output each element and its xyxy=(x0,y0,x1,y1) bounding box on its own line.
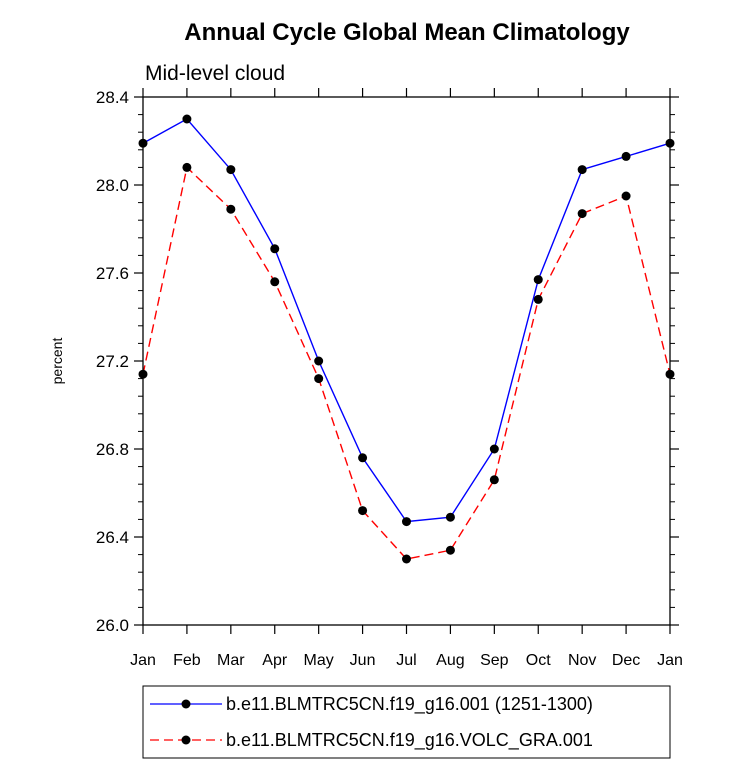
data-point xyxy=(577,165,587,175)
data-point xyxy=(182,114,192,124)
y-tick-label: 26.4 xyxy=(96,528,129,547)
plot-series xyxy=(138,114,675,564)
x-tick-labels: Jan Feb Mar Apr May Jun Jul Aug Sep Oct Nov Dec Jan xyxy=(130,652,683,669)
data-point xyxy=(577,209,587,219)
x-tick-label: Jul xyxy=(396,652,416,669)
y-tick-label: 26.8 xyxy=(96,440,129,459)
legend-entry-1: b.e11.BLMTRC5CN.f19_g16.001 (1251-1300) xyxy=(150,694,593,715)
data-point xyxy=(182,162,192,172)
y-tick-labels: 26.0 26.4 26.8 27.2 27.6 28.0 28.4 xyxy=(96,88,129,635)
x-tick-label: May xyxy=(304,652,334,669)
y-axis-label: percent xyxy=(49,338,65,385)
legend-marker-1 xyxy=(181,699,191,709)
data-point xyxy=(270,277,280,287)
legend-label-1: b.e11.BLMTRC5CN.f19_g16.001 (1251-1300) xyxy=(226,694,593,715)
legend: b.e11.BLMTRC5CN.f19_g16.001 (1251-1300) … xyxy=(142,685,671,759)
series-line-1 xyxy=(142,118,671,523)
data-point xyxy=(533,294,543,304)
chart-subtitle: Mid-level cloud xyxy=(145,62,285,85)
x-tick-label: Mar xyxy=(217,652,245,669)
data-point xyxy=(533,275,543,285)
data-point xyxy=(314,374,324,384)
x-tick-label: Nov xyxy=(568,652,596,669)
x-tick-label: Jan xyxy=(657,652,683,669)
data-point xyxy=(402,517,411,527)
chart-title: Annual Cycle Global Mean Climatology xyxy=(184,19,630,46)
data-point xyxy=(621,191,631,201)
data-point xyxy=(445,512,455,522)
legend-box xyxy=(142,685,671,759)
y-tick-label: 27.2 xyxy=(96,352,129,371)
data-point xyxy=(226,165,236,175)
legend-label-2: b.e11.BLMTRC5CN.f19_g16.VOLC_GRA.001 xyxy=(226,730,593,751)
y-tick-label: 28.0 xyxy=(96,176,129,195)
data-point xyxy=(226,204,236,214)
series-line-2 xyxy=(142,166,671,560)
tick-marks xyxy=(134,88,679,634)
data-point xyxy=(358,453,368,463)
x-tick-label: Apr xyxy=(262,652,288,669)
data-point xyxy=(358,506,368,516)
plot-frame xyxy=(142,96,671,626)
y-tick-label: 26.0 xyxy=(96,616,129,635)
data-point xyxy=(489,475,499,485)
x-tick-label: Jan xyxy=(130,652,156,669)
y-tick-label: 28.4 xyxy=(96,88,129,107)
data-point xyxy=(314,356,324,366)
legend-entry-2: b.e11.BLMTRC5CN.f19_g16.VOLC_GRA.001 xyxy=(150,730,593,751)
x-tick-label: Sep xyxy=(480,652,509,669)
x-tick-label: Dec xyxy=(612,652,640,669)
x-tick-label: Aug xyxy=(436,652,464,669)
legend-marker-2 xyxy=(181,735,191,745)
data-point xyxy=(621,151,631,161)
y-tick-label: 27.6 xyxy=(96,264,129,283)
x-tick-label: Feb xyxy=(173,652,201,669)
data-point xyxy=(489,444,499,454)
data-point xyxy=(402,554,411,564)
x-tick-label: Oct xyxy=(526,652,551,669)
x-tick-label: Jun xyxy=(350,652,376,669)
data-point xyxy=(270,244,280,254)
data-point xyxy=(445,545,455,555)
